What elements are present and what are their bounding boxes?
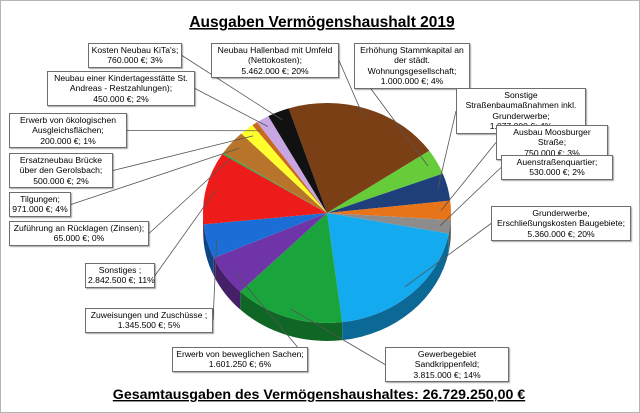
data-label-value: 1.000.000 €; 4% (380, 76, 444, 87)
pie-side-erwerb-von-beweglichen-sachen (213, 257, 241, 310)
pie-sides (203, 213, 451, 341)
data-label-name: Neubau einer Kindertagesstätte St. Andre… (54, 73, 188, 94)
data-label-value: 200.000 €; 1% (40, 135, 96, 146)
data-label-zuf-hrung-an-r-cklagen-zinsen: Zuführung an Rücklagen (Zinsen); 65.000 €… (9, 221, 149, 246)
data-label-value: 450.000 €; 2% (93, 93, 149, 104)
pie-slice-gewerbegebiet-sandkrippenfeld (240, 213, 343, 323)
data-label-name: Erwerb von beweglichen Sachen; (176, 349, 304, 359)
data-label-value: 971.000 €; 4% (12, 204, 68, 215)
pie-slice-auenstra-enquartier (327, 213, 451, 234)
chart-title: Ausgaben Vermögenshaushalt 2019 (189, 14, 455, 31)
data-label-name: Auenstraßenquartier; (516, 157, 598, 167)
data-label-name: Grunderwerbe, Erschließungskosten Baugeb… (496, 208, 626, 229)
pie-slice-zuweisungen-und-zusch-sse (203, 213, 327, 258)
data-label-zuweisungen-und-zusch-sse: Zuweisungen und Zuschüsse ; 1.345.500 €; … (85, 308, 213, 333)
data-label-neubau-einer-kindertagesst-tte-st-andreas-restzahlungen: Neubau einer Kindertagesstätte St. Andre… (47, 71, 195, 107)
data-label-name: Ersatzneubau Brücke über den Gerolsbach; (19, 155, 103, 176)
pie-side-gewerbegebiet-sandkrippenfeld (240, 291, 343, 341)
data-label-value: 5.462.000 €; 20% (241, 65, 309, 76)
leader-line-grunderwerbe-erschlie-ungskosten-baugebiete (404, 223, 492, 288)
data-label-erwerb-von-beweglichen-sachen: Erwerb von beweglichen Sachen; 1.601.250 … (172, 347, 308, 372)
pie-side-zuweisungen-und-zusch-sse (203, 224, 214, 276)
leader-line-ersatzneubau-br-cke-ber-den-gerolsbach (112, 135, 254, 171)
data-label-name: Zuweisungen und Zuschüsse ; (90, 310, 208, 320)
data-label-name: Kosten Neubau KiTa's; (91, 45, 179, 55)
leader-line-kosten-neubau-kita-s (181, 55, 283, 121)
leader-line-neubau-hallenbad-mit-umfeld-nettokosten (338, 60, 365, 118)
data-label-tilgungen: Tilgungen; 971.000 €; 4% (9, 192, 71, 217)
data-label-kosten-neubau-kita-s: Kosten Neubau KiTa's; 760.000 €; 3% (88, 43, 182, 68)
leader-line-gewerbegebiet-sandkrippenfeld (290, 308, 386, 365)
leader-line-zuf-hrung-an-r-cklagen-zinsen (148, 157, 232, 234)
pie-slice-zuf-hrung-an-r-cklagen-zinsen (222, 152, 327, 213)
data-label-name: Erhöhung Stammkapital an der städt. Wohn… (360, 45, 464, 76)
leader-line-erwerb-von-beweglichen-sachen (233, 270, 309, 360)
leader-line-sonstige-stra-enbauma-nahmen-inkl-grunderwerbe (437, 110, 457, 190)
data-label-name: Neubau Hallenbad mit Umfeld (Nettokosten… (217, 45, 333, 66)
leader-line-ausbau-moosburger-stra-e (440, 142, 497, 211)
data-label-sonstiges: Sonstiges ; 2.842.500 €; 11% (85, 263, 155, 288)
pie-slice-grunderwerbe-erschlie-ungskosten-baugebiete (327, 213, 449, 323)
leader-line-sonstiges (154, 189, 217, 276)
leader-line-zuweisungen-und-zusch-sse (212, 239, 218, 321)
pie-slice-erh-hung-stammkapital-an-der-st-dt-wohnungsgesellschaft (327, 150, 443, 213)
leader-lines (70, 55, 502, 365)
data-label-value: 2.842.500 €; 11% (88, 275, 155, 286)
data-label-value: 530.000 €; 2% (529, 167, 585, 178)
data-label-value: 750.000 €; 3% (524, 147, 580, 158)
pie-slice-sonstiges (203, 154, 327, 225)
pie-slice-sonstige-stra-enbauma-nahmen-inkl-grunderwerbe (327, 173, 451, 213)
pie-slice-ersatzneubau-br-cke-ber-den-gerolsbach (241, 125, 327, 213)
pie-slice-erwerb-von-kologischen-ausgleichsfl-chen (252, 122, 327, 213)
data-label-name: Gewerbegebiet Sandkrippenfeld; (414, 349, 480, 370)
pie-slice-neubau-hallenbad-mit-umfeld-nettokosten (288, 103, 430, 213)
data-label-name: Sonstige Straßenbaumaßnahmen inkl. Grund… (465, 90, 577, 121)
data-label-auenstra-enquartier: Auenstraßenquartier; 530.000 €; 2% (501, 155, 613, 180)
data-label-ersatzneubau-br-cke-ber-den-gerolsbach: Ersatzneubau Brücke über den Gerolsbach;… (9, 153, 113, 189)
pie-side-auenstra-enquartier (448, 219, 451, 252)
data-label-gewerbegebiet-sandkrippenfeld: Gewerbegebiet Sandkrippenfeld; 3.815.000 … (385, 347, 509, 383)
leader-line-auenstra-enquartier (439, 167, 502, 226)
data-label-erwerb-von-kologischen-ausgleichsfl-chen: Erwerb von ökologischen Ausgleichsfläche… (9, 113, 127, 149)
data-label-grunderwerbe-erschlie-ungskosten-baugebiete: Grunderwerbe, Erschließungskosten Baugeb… (491, 206, 631, 242)
data-label-name: Sonstiges ; (98, 265, 142, 275)
data-label-name: Zuführung an Rücklagen (Zinsen); (13, 223, 145, 233)
pie-slice-kosten-neubau-kita-s (268, 108, 327, 213)
data-label-value: 500.000 €; 2% (33, 175, 89, 186)
pie-slice-tilgungen (223, 133, 327, 213)
pie-side-grunderwerbe-erschlie-ungskosten-baugebiete (342, 233, 449, 341)
leader-line-neubau-einer-kindertagesst-tte-st-andreas-restzahlungen (194, 88, 268, 127)
data-label-value: 1.345.500 €; 5% (117, 320, 181, 331)
data-label-neubau-hallenbad-mit-umfeld-nettokosten: Neubau Hallenbad mit Umfeld (Nettokosten… (211, 43, 339, 79)
data-label-value: 3.815.000 €; 14% (413, 369, 481, 380)
data-label-name: Ausbau Moosburger Straße; (513, 127, 591, 148)
pie-slices (203, 103, 451, 323)
data-label-value: 1.601.250 €; 6% (208, 359, 272, 370)
data-label-name: Erwerb von ökologischen Ausgleichsfläche… (19, 115, 117, 136)
leader-line-tilgungen (70, 147, 240, 205)
data-label-value: 5.360.000 €; 20% (527, 228, 595, 239)
data-label-name: Tilgungen; (20, 194, 60, 204)
data-label-erh-hung-stammkapital-an-der-st-dt-wohnungsgesellschaft: Erhöhung Stammkapital an der städt. Wohn… (354, 43, 470, 89)
pie-slice-neubau-einer-kindertagesst-tte-st-andreas-restzahlungen (257, 116, 327, 213)
pie-side-sonstiges (203, 213, 204, 243)
data-label-value: 65.000 €; 0% (53, 233, 105, 244)
chart-footer-total: Gesamtausgaben des Vermögenshaushaltes: … (113, 387, 526, 403)
data-label-value: 760.000 €; 3% (107, 55, 163, 66)
pie-slice-ausbau-moosburger-stra-e (327, 200, 451, 220)
pie-slice-erwerb-von-beweglichen-sachen (213, 213, 327, 292)
